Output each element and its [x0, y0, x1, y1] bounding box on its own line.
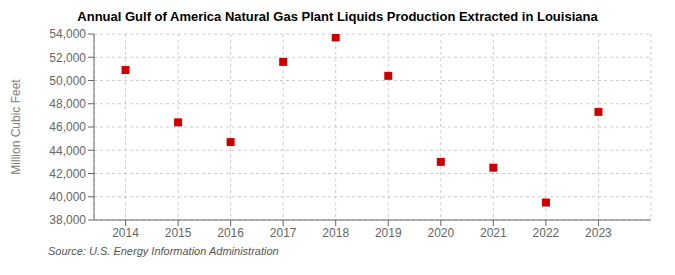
svg-text:2019: 2019 [375, 226, 402, 240]
svg-text:2023: 2023 [585, 226, 612, 240]
svg-text:48,000: 48,000 [49, 97, 86, 111]
svg-text:Million Cubic Feet: Million Cubic Feet [9, 79, 23, 175]
svg-text:46,000: 46,000 [49, 120, 86, 134]
html-text:Source: U.S. Energy Informatio: Source: U.S. Energy Information Administ… [48, 245, 279, 257]
svg-text:54,000: 54,000 [49, 27, 86, 41]
svg-text:2022: 2022 [533, 226, 560, 240]
svg-text:2021: 2021 [480, 226, 507, 240]
svg-text:2016: 2016 [217, 226, 244, 240]
svg-text:2018: 2018 [322, 226, 349, 240]
svg-text:40,000: 40,000 [49, 190, 86, 204]
svg-text:42,000: 42,000 [49, 167, 86, 181]
svg-text:2014: 2014 [112, 226, 139, 240]
html-text:Annual Gulf of America Natural: Annual Gulf of America Natural Gas Plant… [77, 9, 598, 24]
svg-text:2015: 2015 [165, 226, 192, 240]
svg-text:2017: 2017 [270, 226, 297, 240]
svg-text:50,000: 50,000 [49, 74, 86, 88]
svg-text:2020: 2020 [427, 226, 454, 240]
svg-text:44,000: 44,000 [49, 144, 86, 158]
svg-text:38,000: 38,000 [49, 213, 86, 227]
svg-text:52,000: 52,000 [49, 51, 86, 65]
